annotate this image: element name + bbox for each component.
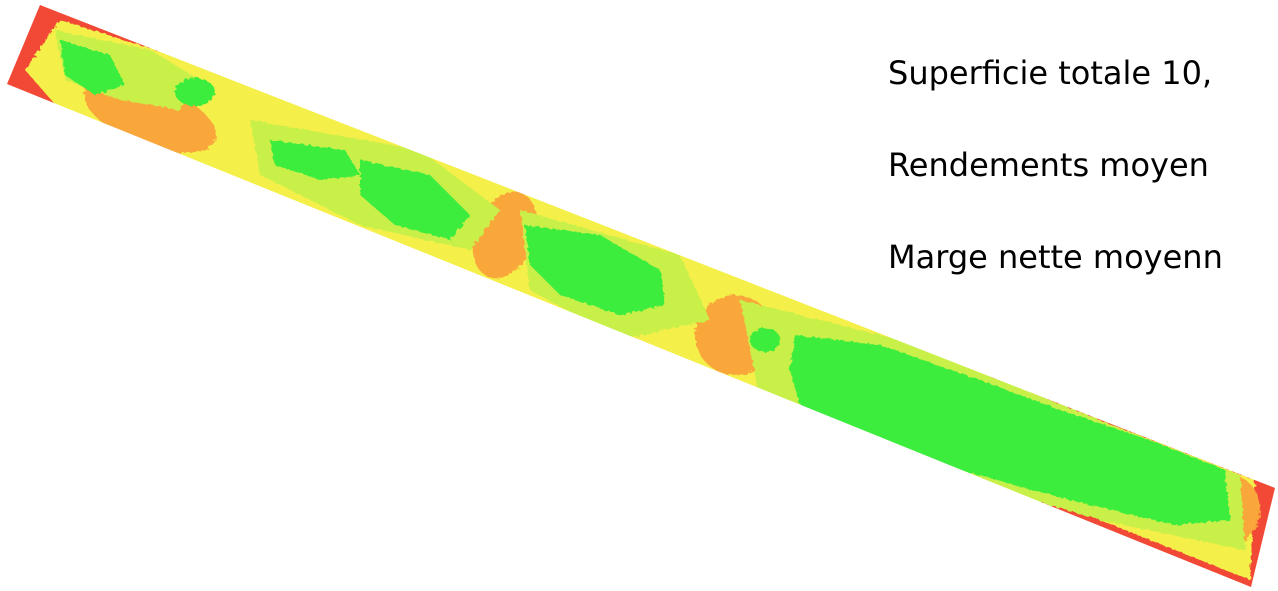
zone-high-g xyxy=(750,328,780,352)
zone-high-a xyxy=(60,40,125,95)
average-yield-text: Rendements moyen xyxy=(888,146,1209,184)
zone-high-e xyxy=(525,225,665,315)
zone-high-b xyxy=(175,78,215,106)
zone-high-f xyxy=(790,335,1230,525)
zone-high-d xyxy=(360,160,470,240)
zone-high-c xyxy=(270,140,360,180)
average-net-margin-text: Marge nette moyenn xyxy=(888,238,1223,276)
total-area-text: Superficie totale 10, xyxy=(888,54,1213,92)
field-summary: Superficie totale 10, Rendements moyen M… xyxy=(888,0,1278,591)
